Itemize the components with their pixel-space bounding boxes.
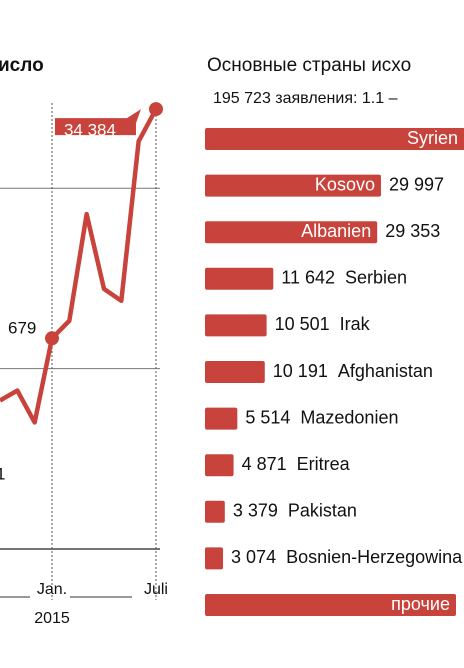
bar	[205, 500, 225, 523]
category-label: Bosnien-Herzegowina	[286, 547, 463, 567]
value-label: 4 871	[242, 454, 287, 474]
category-label: Eritrea	[297, 454, 351, 474]
value-label: 3 379	[233, 501, 278, 521]
category-label: Pakistan	[288, 501, 357, 521]
category-label: Afghanistan	[338, 361, 433, 381]
line-title: исло	[0, 55, 44, 76]
point	[44, 331, 59, 346]
category-label: Irak	[340, 314, 371, 334]
category-label: Kosovo	[315, 174, 375, 194]
value-label: 34 384	[64, 121, 116, 140]
annotation: 679	[8, 318, 36, 337]
category-label: Syrien	[407, 128, 458, 148]
value-label: 29 997	[389, 174, 444, 194]
label-box	[54, 109, 141, 136]
bar	[205, 547, 224, 570]
annotation: 1	[0, 464, 5, 483]
value-label: 10 191	[273, 361, 328, 381]
bar	[205, 407, 238, 430]
bar	[205, 361, 265, 383]
x-tick-label: Jan.	[37, 581, 67, 598]
point	[148, 102, 163, 117]
bar	[205, 221, 378, 244]
bar	[205, 454, 234, 477]
category-label: Serbien	[345, 268, 407, 288]
category-label: прочие	[391, 594, 450, 614]
bar	[205, 314, 267, 337]
value-label: 5 514	[245, 407, 290, 427]
bar	[205, 267, 274, 290]
bar	[205, 174, 381, 197]
category-label: Albanien	[301, 221, 371, 241]
bar	[205, 128, 464, 150]
bar-title: Основные страны исхо	[207, 55, 411, 76]
value-label: 3 074	[231, 547, 276, 567]
line-series	[0, 108, 158, 425]
value-label: 10 501	[275, 314, 330, 334]
x-tick-label: Juli	[144, 581, 168, 598]
bar-subtitle: 195 723 заявления: 1.1 –	[213, 90, 398, 107]
value-label: 11 642	[281, 268, 335, 288]
bar	[205, 594, 456, 616]
x-sublabel: 2015	[34, 610, 70, 627]
value-label: 29 353	[385, 221, 440, 241]
category-label: Mazedonien	[300, 407, 398, 427]
